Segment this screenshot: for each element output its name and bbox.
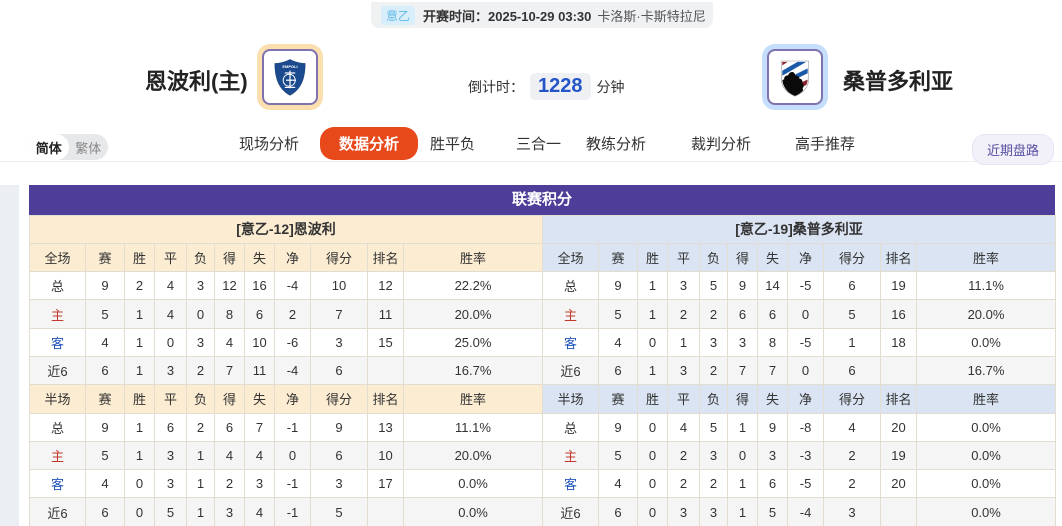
svg-text:EMPOLI: EMPOLI (282, 64, 297, 69)
